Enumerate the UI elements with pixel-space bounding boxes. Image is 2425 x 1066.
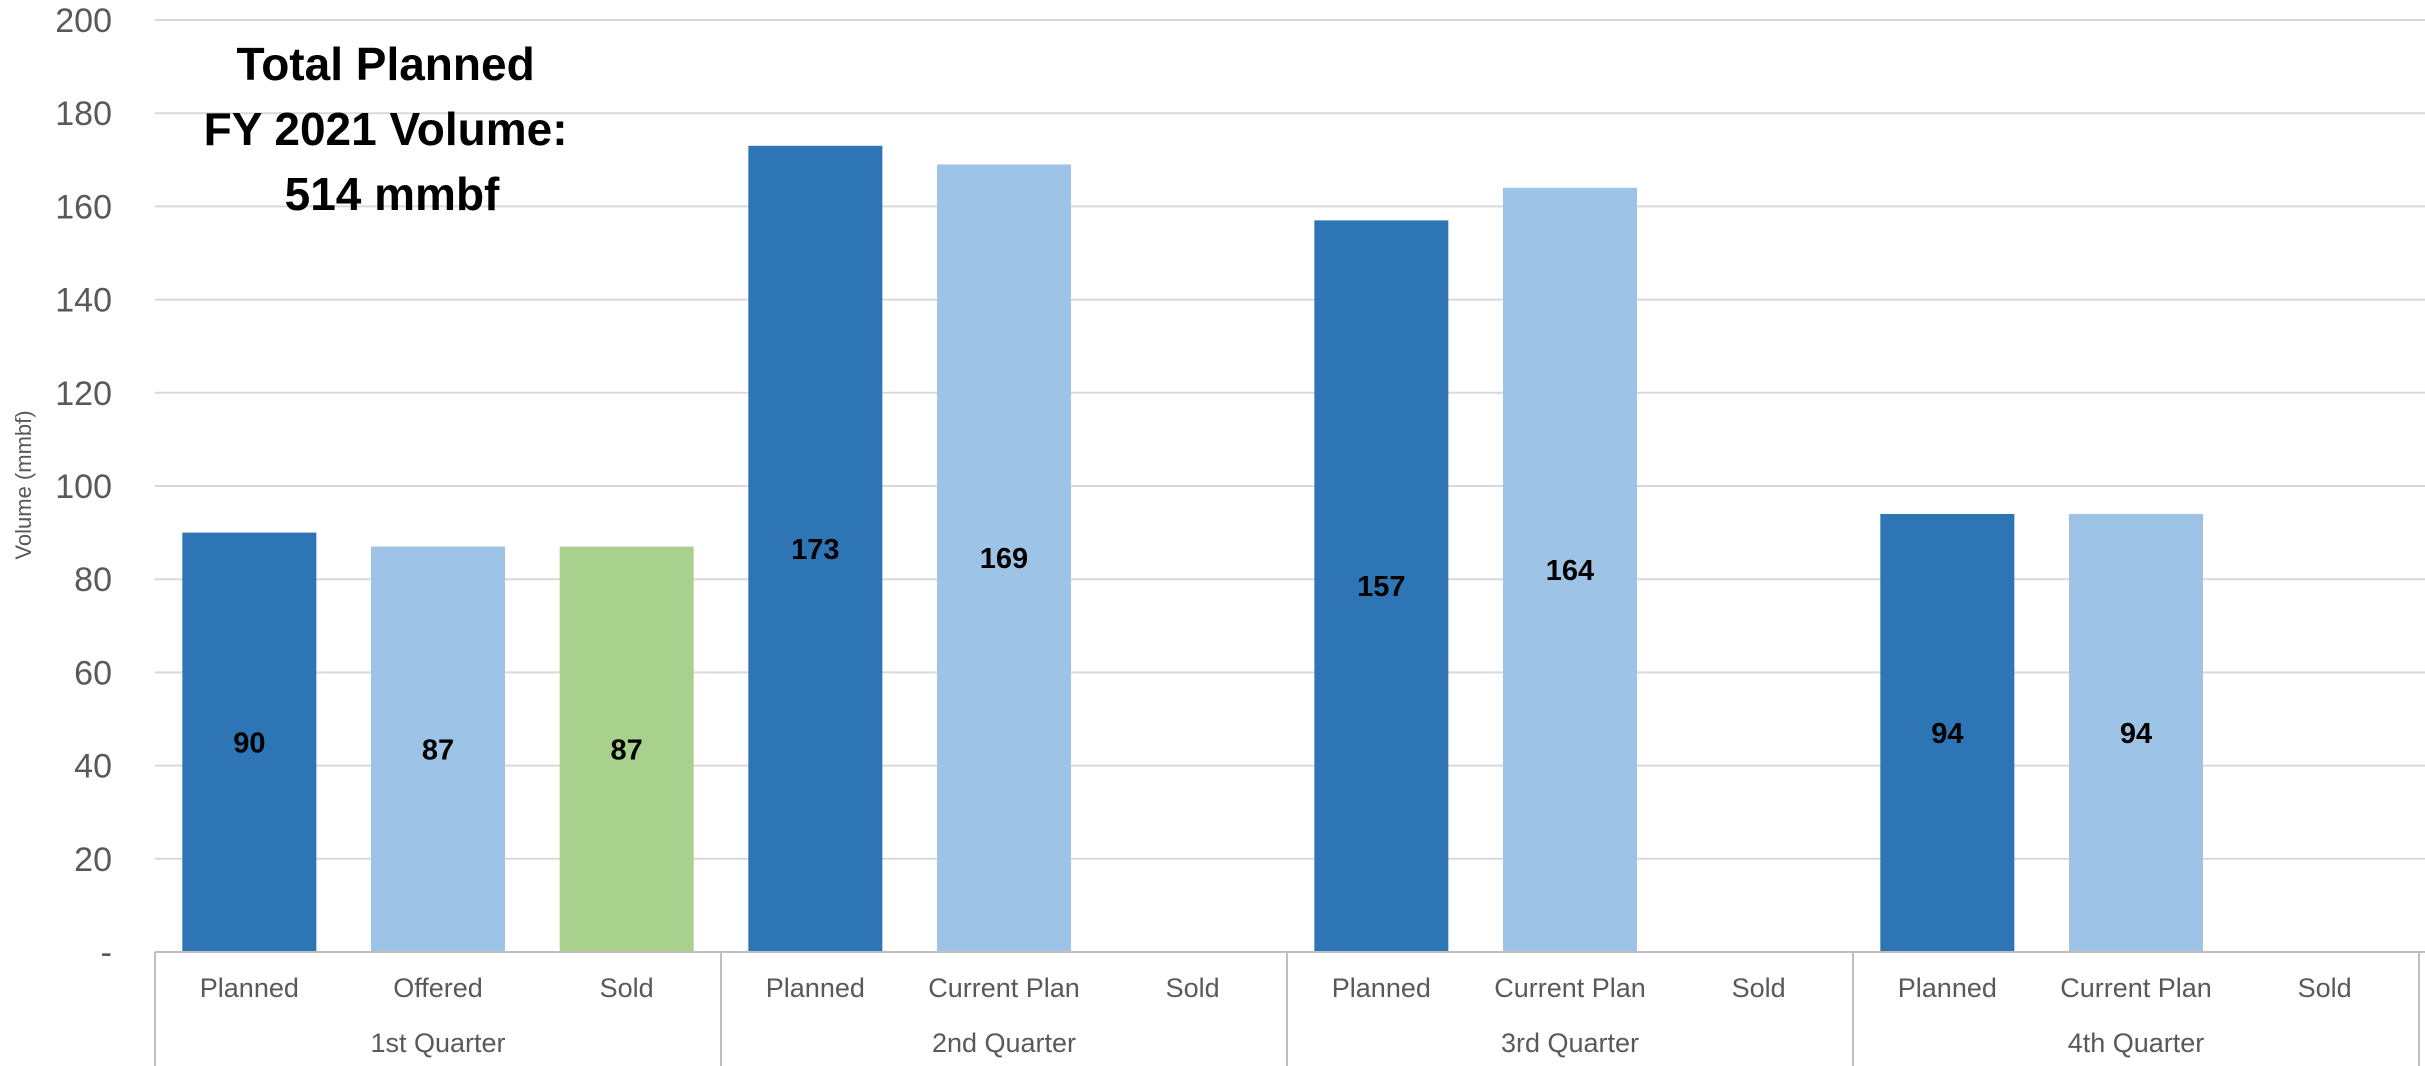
bar-value-label: 164 <box>1546 555 1594 587</box>
y-tick-label: 40 <box>74 748 112 786</box>
annotation-line-3: 514 mmbf <box>285 168 500 220</box>
y-tick-label: 80 <box>74 561 112 599</box>
bar <box>2069 513 2203 952</box>
y-axis-ticks: - 20 40 60 80 100 120 140 160 180 200 <box>55 2 112 972</box>
bar-category-label: Offered <box>393 973 483 1003</box>
bar-category-label: Sold <box>1732 973 1786 1003</box>
quarter-label: 2nd Quarter <box>932 1028 1076 1058</box>
bar-category-label: Current Plan <box>1494 973 1646 1003</box>
gridlines <box>155 19 2425 860</box>
bar-category-label: Current Plan <box>2060 973 2212 1003</box>
bar-category-label: Sold <box>600 973 654 1003</box>
quarter-label: 4th Quarter <box>2068 1028 2205 1058</box>
y-axis-label: Volume (mmbf) <box>11 410 36 559</box>
y-tick-label: - <box>101 934 112 972</box>
bar-value-label: 90 <box>233 727 265 759</box>
bar <box>748 145 883 952</box>
bar-category-label: Sold <box>2298 973 2352 1003</box>
x-axis: 1st Quarter Planned Offered Sold 2nd Quarter… <box>154 951 2425 1066</box>
bar-value-label: 173 <box>791 534 839 566</box>
bar-value-label: 157 <box>1357 571 1405 603</box>
bar-category-label: Planned <box>1898 973 1997 1003</box>
bar-value-label: 94 <box>2120 718 2152 750</box>
y-tick-label: 60 <box>74 654 112 692</box>
bar-value-label: 169 <box>980 543 1028 575</box>
bar <box>371 546 505 952</box>
bar-category-label: Current Plan <box>928 973 1080 1003</box>
bar-value-label: 94 <box>1931 718 1963 750</box>
bar <box>937 164 1071 952</box>
bar <box>1314 220 1449 952</box>
bar-value-label: 87 <box>422 734 454 766</box>
y-tick-label: 120 <box>55 375 112 413</box>
quarter-label: 1st Quarter <box>370 1028 505 1058</box>
annotation-line-1: Total Planned <box>237 38 535 90</box>
y-tick-label: 140 <box>55 282 112 320</box>
bar-category-label: Planned <box>200 973 299 1003</box>
bar-value-label: 87 <box>611 734 643 766</box>
bar-category-label: Planned <box>1332 973 1431 1003</box>
bar-category-label: Planned <box>766 973 865 1003</box>
data-labels: 90 87 87 173 169 157 164 94 94 <box>233 534 2152 766</box>
bar-category-label: Sold <box>1166 973 1220 1003</box>
y-tick-label: 200 <box>55 2 112 40</box>
bar <box>1880 513 2015 952</box>
bar <box>182 532 317 952</box>
annotation-line-2: FY 2021 Volume: <box>204 103 568 155</box>
bar <box>1503 187 1637 952</box>
bars <box>182 145 2203 952</box>
y-tick-label: 100 <box>55 468 112 506</box>
bar <box>559 546 694 952</box>
y-tick-label: 160 <box>55 188 112 226</box>
total-volume-annotation: Total Planned FY 2021 Volume: 514 mmbf <box>204 38 581 220</box>
quarter-label: 3rd Quarter <box>1501 1028 1639 1058</box>
y-tick-label: 20 <box>74 841 112 879</box>
y-tick-label: 180 <box>55 95 112 133</box>
